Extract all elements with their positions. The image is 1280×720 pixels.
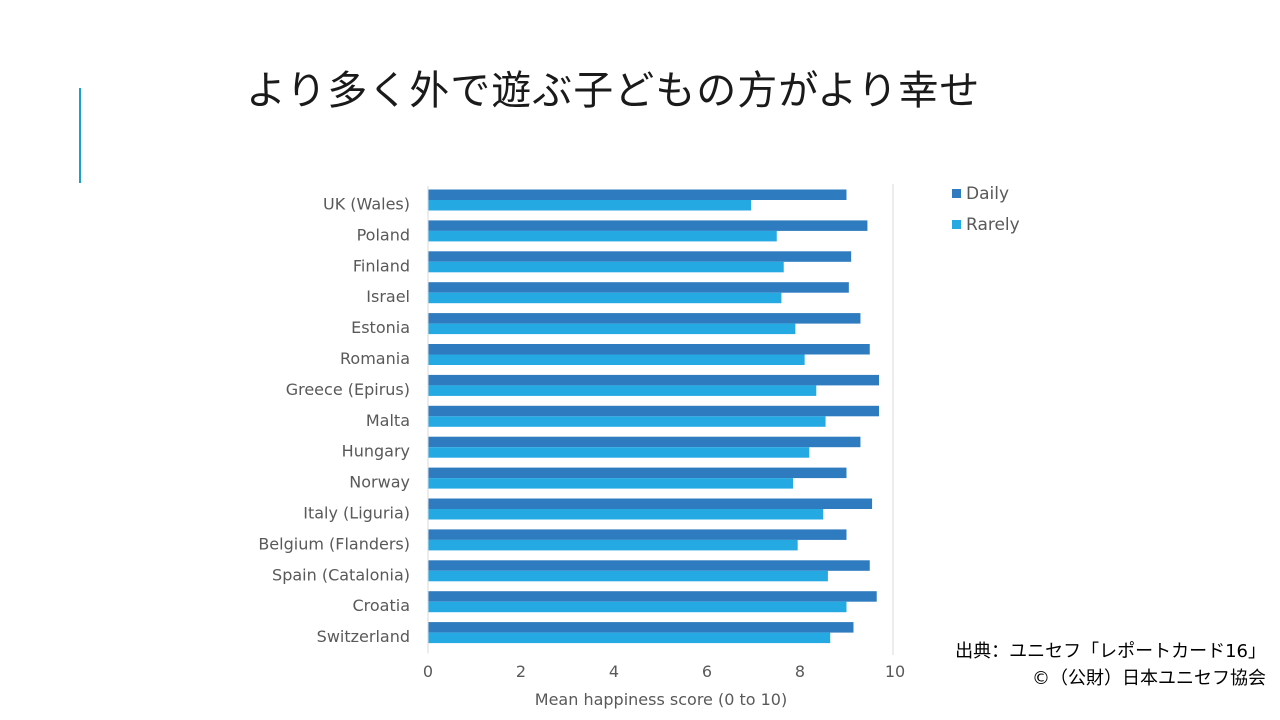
category-label: Romania xyxy=(340,349,410,368)
category-label: Norway xyxy=(349,473,410,492)
category-label: Greece (Epirus) xyxy=(286,380,410,399)
bar-daily xyxy=(428,436,861,448)
x-tick-label: 0 xyxy=(423,662,433,681)
bar-daily xyxy=(428,467,847,479)
bar-rarely xyxy=(428,416,826,427)
bar-rarely xyxy=(428,632,831,644)
bar-rarely xyxy=(428,539,798,551)
bar-daily xyxy=(428,529,847,540)
bar-rarely xyxy=(428,323,796,335)
bar-rarely xyxy=(428,447,810,458)
category-label: Hungary xyxy=(342,442,410,461)
bar-rarely xyxy=(428,509,824,520)
x-tick-label: 10 xyxy=(885,662,905,681)
bar-rarely xyxy=(428,601,847,613)
category-label: Malta xyxy=(366,411,410,430)
x-tick-label: 2 xyxy=(516,662,526,681)
bar-rarely xyxy=(428,354,805,365)
category-label: Estonia xyxy=(351,318,410,337)
accent-line xyxy=(79,88,81,183)
bar-daily xyxy=(428,374,880,386)
bar-daily xyxy=(428,220,868,231)
bar-daily xyxy=(428,591,877,602)
page-title: より多く外で遊ぶ子どもの方がより幸せ xyxy=(246,68,981,114)
bar-daily xyxy=(428,344,870,355)
x-tick-label: 6 xyxy=(702,662,712,681)
category-label: Israel xyxy=(366,287,410,306)
bar-rarely xyxy=(428,261,784,273)
category-label: Poland xyxy=(357,225,410,244)
x-tick-label: 4 xyxy=(609,662,619,681)
category-label: Belgium (Flanders) xyxy=(258,534,410,553)
category-label: Spain (Catalonia) xyxy=(272,565,410,584)
category-label: Finland xyxy=(353,256,410,275)
legend-swatch-rarely xyxy=(952,220,961,229)
category-label: Italy (Liguria) xyxy=(303,504,410,523)
x-axis-label: Mean happiness score (0 to 10) xyxy=(535,690,787,709)
bar-daily xyxy=(428,622,854,633)
legend-label-rarely: Rarely xyxy=(966,215,1020,235)
x-tick-label: 8 xyxy=(795,662,805,681)
bar-daily xyxy=(428,251,852,262)
legend-swatch-daily xyxy=(952,189,961,198)
bar-daily xyxy=(428,189,847,200)
bar-rarely xyxy=(428,478,794,489)
bar-rarely xyxy=(428,230,777,242)
bar-rarely xyxy=(428,292,782,304)
bar-daily xyxy=(428,282,849,293)
bar-daily xyxy=(428,405,880,417)
category-label: UK (Wales) xyxy=(323,195,410,214)
bar-rarely xyxy=(428,385,817,396)
bar-rarely xyxy=(428,200,752,211)
category-label: Switzerland xyxy=(317,627,410,646)
source-line-1: 出典：ユニセフ「レポートカード16」 xyxy=(955,641,1266,662)
bar-daily xyxy=(428,560,870,571)
bar-daily xyxy=(428,498,873,509)
category-label: Croatia xyxy=(352,596,410,615)
legend-label-daily: Daily xyxy=(966,184,1009,204)
source-credit: 出典：ユニセフ「レポートカード16」 ©（公財）日本ユニセフ協会 xyxy=(955,638,1266,692)
bar-rarely xyxy=(428,570,828,582)
source-line-2: ©（公財）日本ユニセフ協会 xyxy=(1032,668,1266,689)
bar-daily xyxy=(428,313,861,324)
